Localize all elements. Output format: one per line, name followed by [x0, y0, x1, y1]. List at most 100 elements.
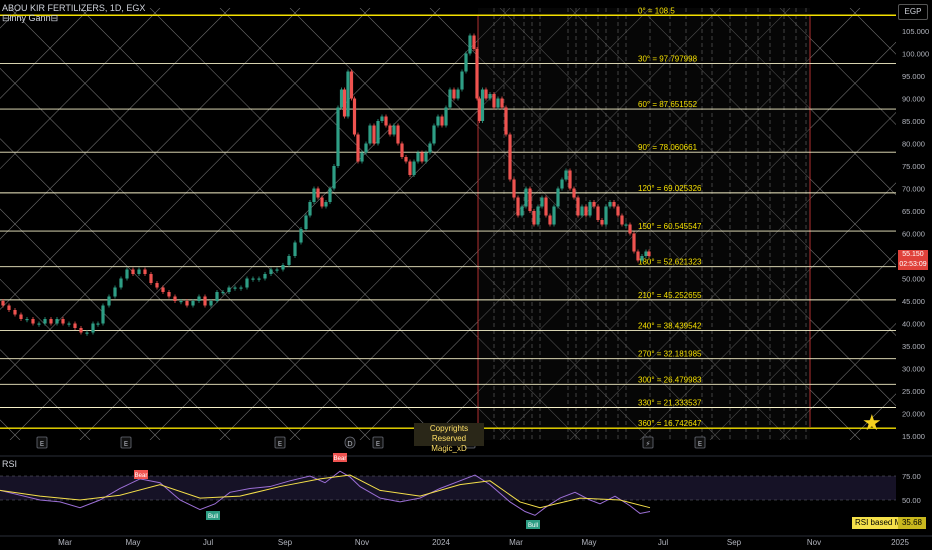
y-tick-label: 75.000 — [902, 162, 925, 171]
candle-body — [281, 265, 285, 270]
symbol-title: ABOU KIR FERTILIZERS, 1D, EGX — [2, 3, 146, 13]
y-tick-label: 50.000 — [902, 275, 925, 284]
candle-body — [37, 323, 41, 325]
rsi-pane: 75.00 50.00 Bull Bull Bear Bear — [0, 453, 932, 529]
candle-body — [468, 35, 472, 54]
bull-signal-label: Bull — [528, 523, 538, 529]
candle-body — [360, 152, 364, 162]
x-tick-label: 2024 — [432, 538, 450, 547]
x-tick-label: May — [125, 538, 140, 547]
indicator-name: ⊟inny Gann⊟ — [2, 13, 59, 23]
gann-diagonal-down — [0, 208, 231, 440]
candle-body — [245, 278, 249, 288]
candle-body — [79, 328, 83, 333]
candle-body — [185, 301, 189, 306]
candle-body — [179, 301, 183, 303]
event-marker-label: E — [376, 440, 380, 448]
candle-body — [492, 94, 496, 108]
candle-body — [636, 251, 640, 261]
y-tick-label: 80.000 — [902, 140, 925, 149]
candle-body — [477, 98, 482, 121]
x-tick-label: May — [581, 538, 596, 547]
candle-body — [197, 296, 201, 301]
candle-body — [221, 292, 225, 294]
candle-body — [632, 233, 636, 252]
gann-diagonal-down — [0, 419, 21, 440]
candle-body — [203, 296, 207, 306]
candle-body — [85, 332, 89, 334]
copyright-line2: Magic_xD — [431, 444, 467, 453]
gann-diagonal-up — [9, 8, 441, 440]
candle-body — [496, 98, 500, 108]
candle-body — [600, 220, 604, 225]
x-tick-label: Sep — [727, 538, 742, 547]
gann-diagonal-up — [0, 8, 231, 240]
candle-body — [346, 71, 350, 117]
last-price: 55.150 — [902, 251, 924, 258]
event-marker — [274, 436, 286, 449]
gann-diagonal-up — [779, 323, 896, 440]
candle-body — [404, 157, 408, 162]
candle-body — [408, 161, 412, 175]
gann-level-label: 150° = 60.545547 — [638, 222, 702, 231]
gann-level-label: 0° = 108.5 — [638, 6, 675, 15]
bear-signal-label: Bear — [334, 456, 347, 462]
gann-diagonal-down — [779, 8, 896, 125]
gann-diagonal-up — [709, 252, 896, 440]
y-tick-label: 70.000 — [902, 185, 925, 194]
x-tick-label: Mar — [58, 538, 72, 547]
candle-body — [628, 224, 632, 234]
candle-body — [572, 188, 576, 198]
candle-body — [436, 116, 440, 126]
gann-diagonal-up — [0, 8, 301, 310]
candle-body — [13, 310, 17, 315]
event-marker-label: E — [278, 440, 282, 448]
candle-body — [488, 94, 492, 99]
gann-diagonal-down — [0, 67, 371, 440]
candle-body — [420, 152, 424, 162]
x-tick-label: Nov — [807, 538, 821, 547]
gann-level-label: 180° = 52.621323 — [638, 258, 702, 267]
x-tick-label: 2025 — [891, 538, 909, 547]
y-tick-label: 85.000 — [902, 117, 925, 126]
candle-body — [548, 215, 552, 225]
gann-diagonal-up — [79, 8, 511, 440]
rsi-ma-label: RSI based MA — [852, 517, 910, 529]
candle-body — [55, 319, 59, 324]
candle-body — [312, 188, 316, 202]
candle-body — [428, 143, 432, 153]
candle-body — [167, 292, 171, 297]
gann-diagonal-down — [0, 278, 161, 440]
candle-body — [460, 71, 464, 90]
gann-diagonal-up — [0, 8, 91, 99]
candle-body — [19, 314, 23, 319]
gann-level-label: 330° = 21.333537 — [638, 398, 702, 407]
y-tick-label: 30.000 — [902, 365, 925, 374]
star-icon[interactable]: ★ — [862, 411, 882, 436]
candle-body — [209, 301, 213, 306]
candle-body — [532, 211, 536, 225]
candle-body — [384, 116, 388, 126]
event-marker-label: D — [347, 440, 352, 448]
gann-level-label: 120° = 69.025326 — [638, 184, 702, 193]
currency-label[interactable]: EGP — [898, 4, 928, 20]
candle-body — [540, 197, 544, 207]
event-marker — [344, 436, 356, 449]
candle-body — [1, 301, 5, 306]
gann-level-label: 270° = 32.181985 — [638, 350, 702, 359]
candle-body — [500, 98, 504, 108]
gann-diagonal-up — [0, 8, 371, 381]
candle-body — [380, 116, 384, 121]
candle-body — [452, 89, 456, 99]
candle-body — [448, 89, 452, 108]
x-axis: Mar May Jul Sep Nov 2024 Mar May Jul Sep Nov 2025 — [0, 535, 932, 547]
candle-body — [524, 188, 528, 207]
gann-diagonal-up — [359, 8, 791, 440]
candle-body — [592, 202, 596, 207]
bull-signal — [526, 520, 540, 529]
candle-body — [576, 197, 580, 216]
candle-body — [101, 305, 105, 324]
rsi-line — [0, 470, 651, 516]
candle-body — [616, 206, 620, 216]
